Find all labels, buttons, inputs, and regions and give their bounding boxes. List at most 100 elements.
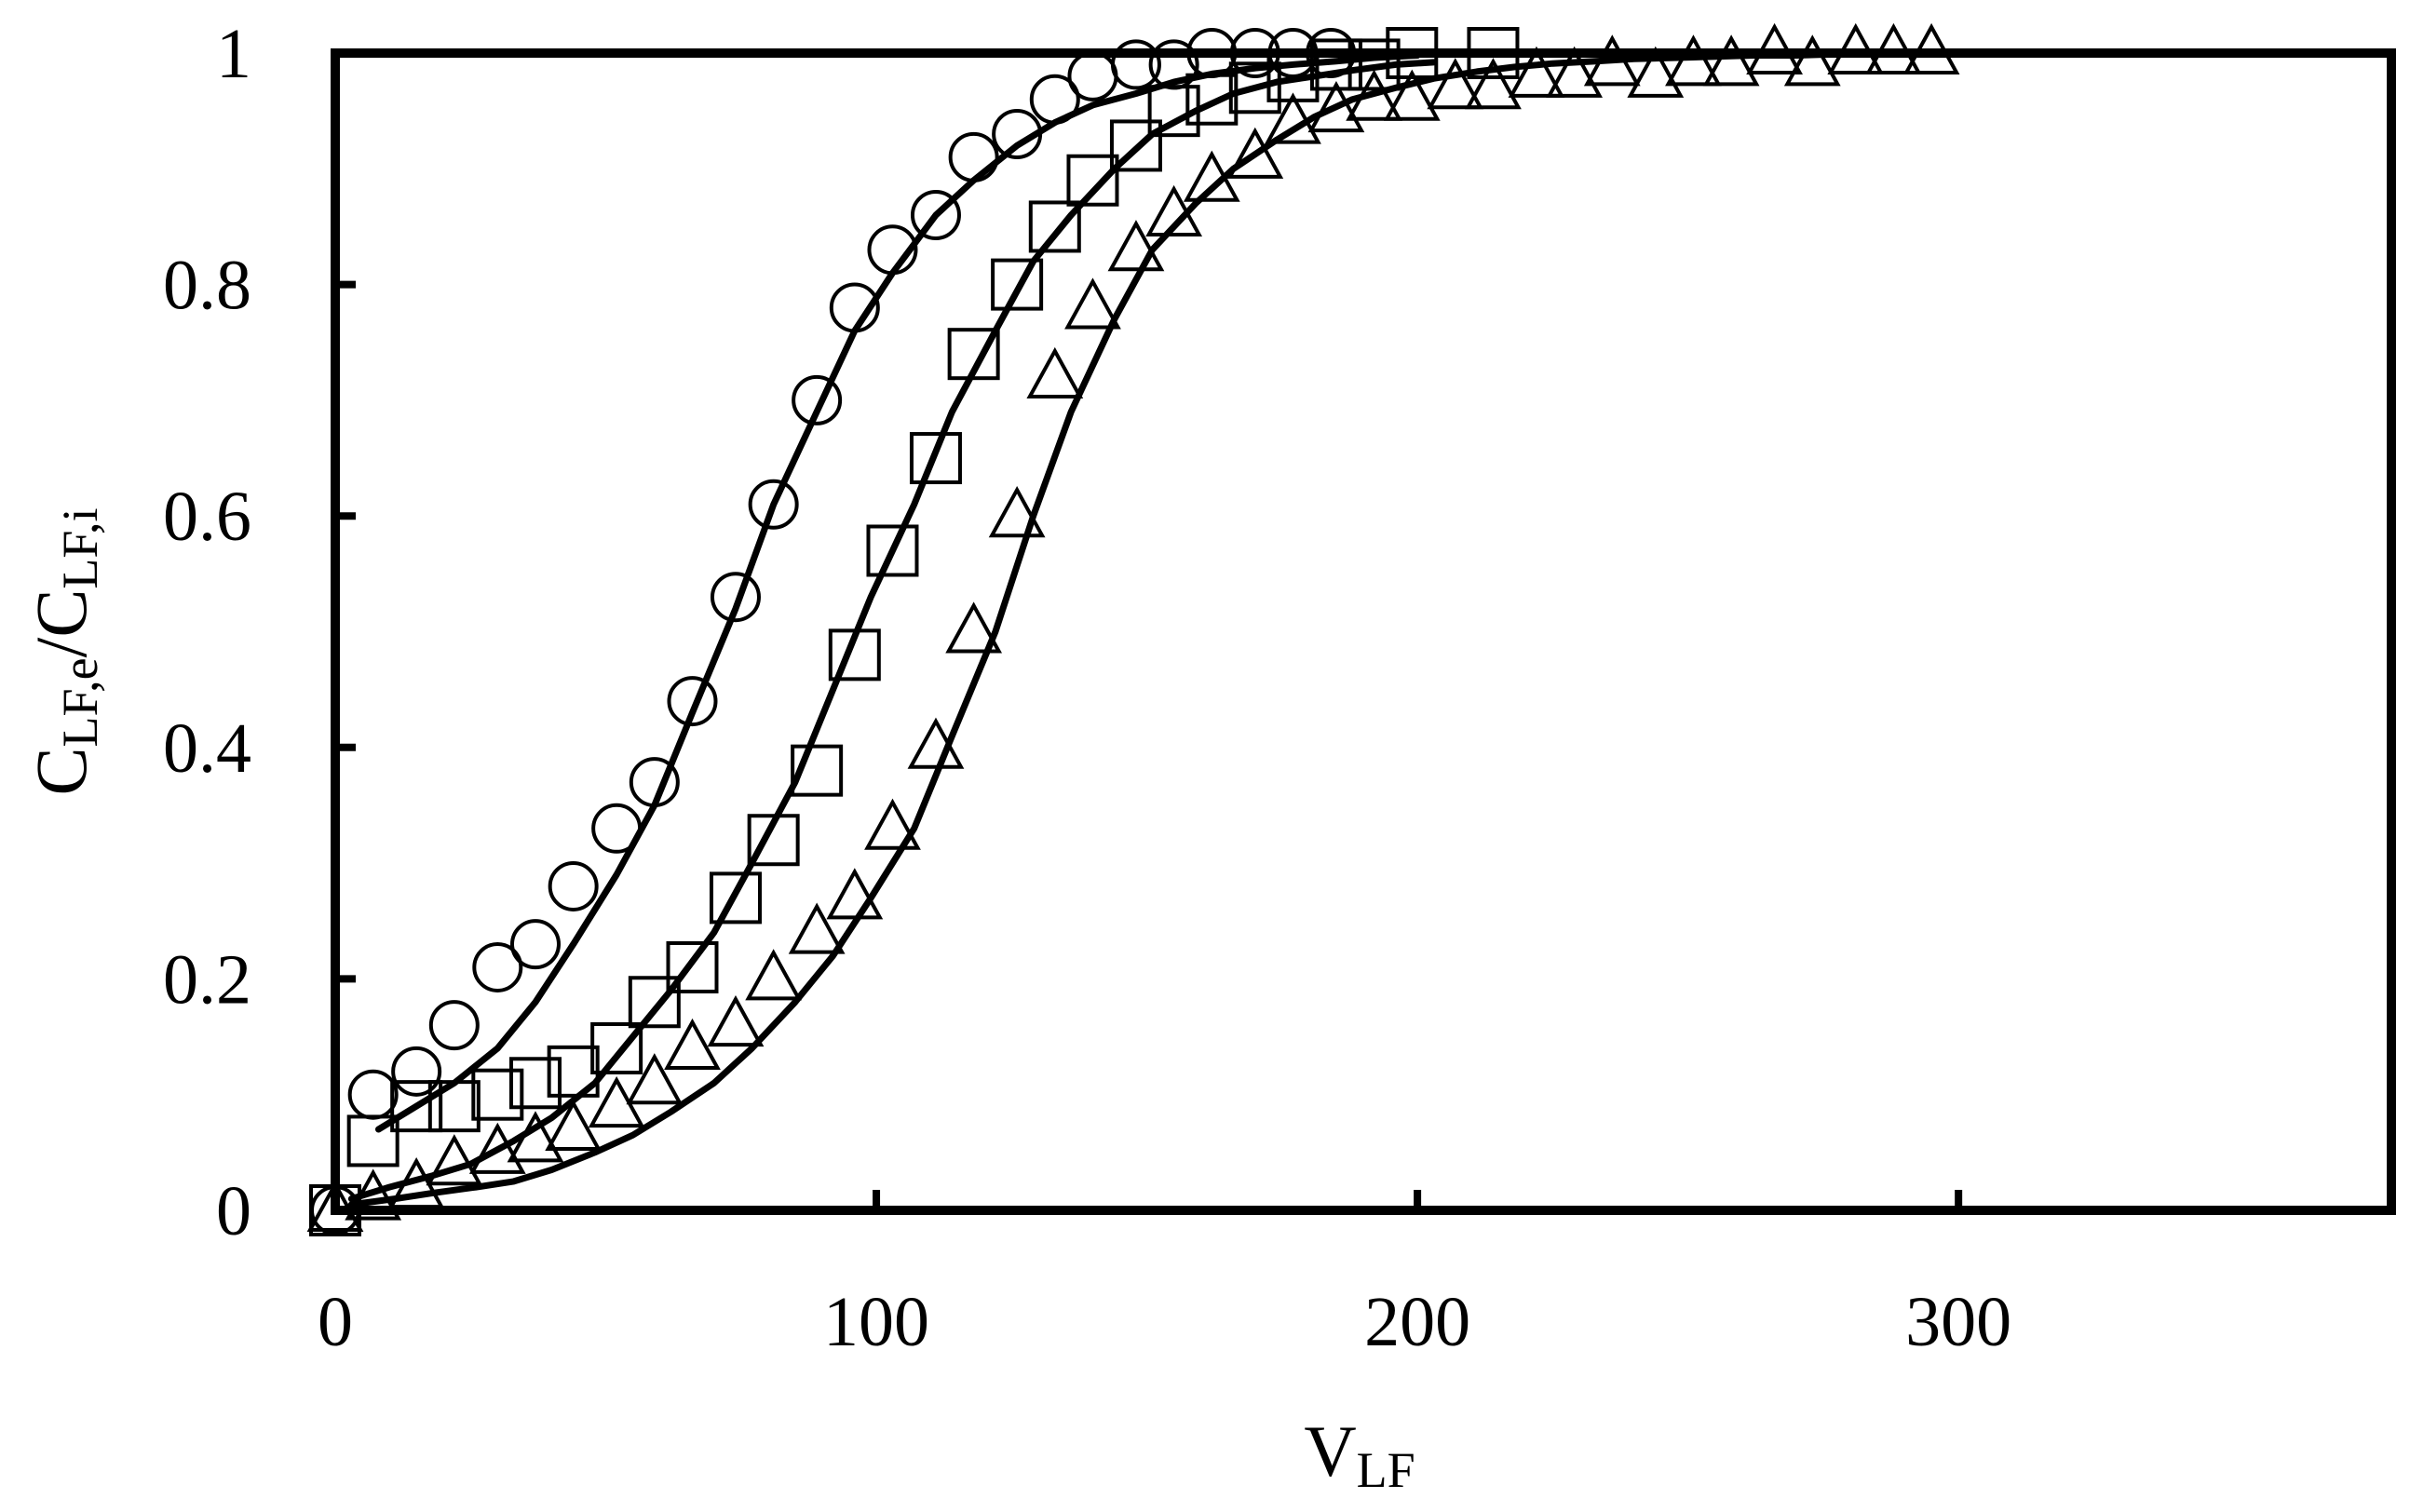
data-markers bbox=[306, 22, 1960, 1236]
triangle-point bbox=[1827, 22, 1885, 74]
triangle-point bbox=[1783, 34, 1841, 87]
x-axis-title: VLF bbox=[1304, 1411, 1415, 1498]
square-point bbox=[1467, 27, 1520, 79]
square-point bbox=[1066, 154, 1119, 207]
y-tick-label: 1 bbox=[216, 15, 251, 93]
circle-point bbox=[829, 282, 880, 333]
triangle-point bbox=[306, 1180, 364, 1232]
square-point bbox=[1147, 85, 1200, 138]
square-point bbox=[866, 524, 919, 577]
circle-point bbox=[667, 676, 718, 727]
x-tick-label: 200 bbox=[1364, 1283, 1470, 1361]
y-axis-title-sub2: LF,i bbox=[52, 507, 108, 588]
y-tick-label: 0.6 bbox=[163, 478, 251, 556]
square-point bbox=[1309, 38, 1362, 91]
circle-point bbox=[347, 1069, 399, 1120]
triangle-point bbox=[988, 486, 1046, 538]
square-point bbox=[909, 432, 962, 485]
triangle-point bbox=[788, 902, 846, 954]
square-point bbox=[1386, 27, 1439, 79]
square-point bbox=[1109, 119, 1162, 172]
y-tick-label: 0 bbox=[216, 1172, 251, 1250]
triangle-point bbox=[1627, 46, 1685, 98]
circle-point bbox=[1029, 74, 1080, 125]
square-point bbox=[471, 1068, 524, 1121]
triangle-point bbox=[1307, 81, 1365, 133]
triangle-point bbox=[1508, 46, 1565, 98]
fit-triangles-line bbox=[347, 50, 1946, 1208]
square-point bbox=[947, 328, 1000, 381]
circle-point bbox=[748, 479, 799, 530]
square-point bbox=[508, 1057, 562, 1110]
plot-frame bbox=[331, 48, 2396, 1215]
triangle-point bbox=[468, 1122, 526, 1174]
x-tick-label: 300 bbox=[1905, 1283, 2011, 1361]
circle-point bbox=[710, 572, 761, 623]
square-point bbox=[390, 1080, 443, 1133]
circle-point bbox=[910, 190, 961, 241]
square-point bbox=[1347, 38, 1401, 91]
square-point bbox=[1185, 73, 1239, 126]
triangle-point bbox=[1746, 22, 1803, 74]
circle-point bbox=[1067, 50, 1118, 101]
triangle-point bbox=[745, 949, 803, 1001]
axes bbox=[331, 48, 2396, 1215]
triangle-point bbox=[826, 868, 884, 920]
fit-squares-line bbox=[347, 59, 1437, 1203]
y-axis-title-c1: C bbox=[20, 748, 102, 796]
triangle-point bbox=[1346, 69, 1403, 121]
triangle-point bbox=[864, 798, 921, 850]
triangle-point bbox=[1265, 92, 1321, 144]
square-point bbox=[1266, 49, 1320, 102]
y-tick-label: 0.2 bbox=[163, 940, 251, 1019]
series-squares bbox=[309, 27, 1520, 1236]
triangle-point bbox=[426, 1134, 483, 1186]
triangle-point bbox=[1427, 58, 1484, 110]
square-point bbox=[427, 1080, 481, 1133]
x-axis-title-main: V bbox=[1304, 1411, 1356, 1492]
square-point bbox=[346, 1114, 399, 1168]
circle-point bbox=[428, 1000, 480, 1051]
x-tick-label: 0 bbox=[318, 1283, 353, 1361]
triangle-point bbox=[345, 1168, 402, 1221]
circle-point bbox=[472, 941, 523, 992]
triangle-point bbox=[545, 1099, 602, 1151]
triangle-point bbox=[1183, 150, 1240, 202]
circle-point bbox=[792, 374, 843, 425]
triangle-point bbox=[1583, 34, 1641, 87]
triangle-point bbox=[1064, 277, 1121, 330]
triangle-point bbox=[1902, 22, 1960, 74]
y-tick-label: 0.8 bbox=[163, 247, 251, 325]
triangle-point bbox=[1665, 34, 1722, 87]
triangle-point bbox=[1026, 346, 1084, 399]
series-triangles bbox=[306, 22, 1960, 1232]
y-axis-title-sep: /C bbox=[20, 589, 102, 658]
circle-point bbox=[548, 860, 599, 911]
circle-point bbox=[509, 919, 561, 970]
triangle-point bbox=[507, 1111, 564, 1163]
triangle-point bbox=[1226, 127, 1284, 179]
square-point bbox=[666, 940, 719, 993]
x-axis-title-sub: LF bbox=[1357, 1442, 1415, 1498]
square-point bbox=[628, 976, 681, 1029]
square-point bbox=[791, 744, 844, 797]
circle-point bbox=[629, 757, 680, 808]
square-point bbox=[590, 1021, 643, 1074]
circle-point bbox=[867, 224, 918, 276]
triangle-point bbox=[626, 1053, 684, 1105]
square-point bbox=[1228, 61, 1281, 115]
triangle-point bbox=[1383, 69, 1441, 121]
triangle-point bbox=[1145, 184, 1203, 237]
circle-point bbox=[391, 1046, 442, 1097]
triangle-point bbox=[707, 994, 765, 1047]
triangle-point bbox=[1702, 34, 1760, 87]
y-axis-title: CLF,e/CLF,i bbox=[20, 507, 108, 795]
fit-curves bbox=[347, 50, 1946, 1208]
x-tick-label: 100 bbox=[823, 1283, 929, 1361]
y-tick-label: 0.4 bbox=[163, 709, 251, 788]
triangle-point bbox=[1107, 220, 1165, 272]
circle-point bbox=[591, 803, 643, 854]
square-point bbox=[828, 628, 881, 682]
circle-point bbox=[948, 131, 999, 182]
